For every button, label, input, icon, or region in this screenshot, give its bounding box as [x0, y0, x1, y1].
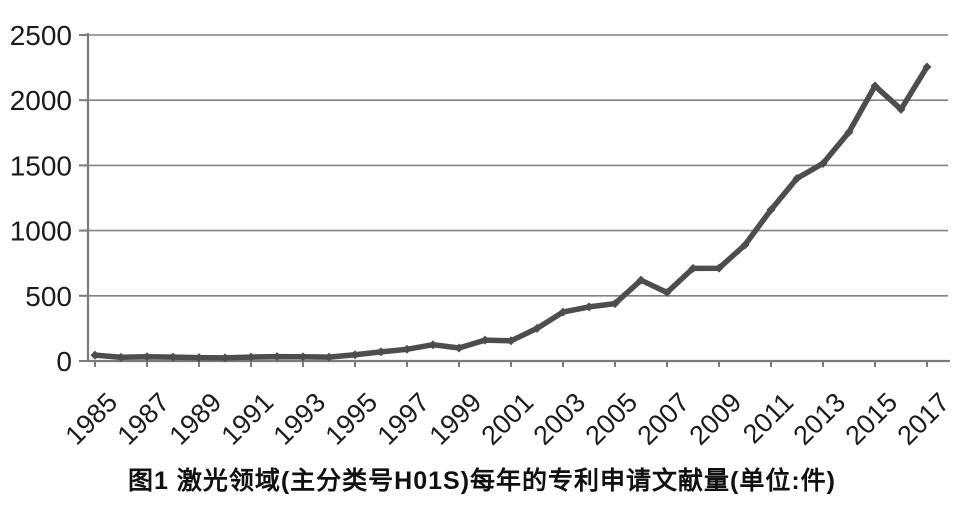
x-axis-label: 2009 — [684, 387, 748, 451]
y-axis-label: 1500 — [10, 150, 72, 181]
x-axis-label: 1993 — [268, 387, 332, 451]
data-point-marker — [246, 352, 256, 362]
data-line — [92, 64, 930, 361]
y-axis-label: 2000 — [10, 85, 72, 116]
data-point-marker — [298, 352, 308, 362]
x-axis-label: 1999 — [424, 387, 488, 451]
data-point-marker — [480, 335, 490, 345]
data-point-marker — [688, 263, 698, 273]
data-point-marker — [870, 81, 880, 91]
x-axis-label: 2003 — [528, 387, 592, 451]
data-point-marker — [792, 173, 802, 183]
patent-trend-line-chart: 0 500 1000 1500 2000 2500 19851987198919911993… — [10, 20, 956, 451]
x-axis-label: 1997 — [372, 387, 436, 451]
data-point-marker — [636, 275, 646, 285]
x-axis-label: 2011 — [737, 387, 799, 449]
data-point-marker — [376, 347, 386, 357]
data-point-marker — [818, 158, 828, 168]
y-axis-label: 500 — [25, 281, 72, 312]
data-point-marker — [402, 344, 412, 354]
data-point-marker — [142, 352, 152, 362]
data-point-marker — [454, 343, 464, 353]
data-point-marker — [272, 352, 282, 362]
data-point-marker — [90, 350, 100, 360]
data-point-marker — [610, 299, 620, 309]
y-axis-label: 1000 — [10, 216, 72, 247]
data-point-marker — [558, 307, 568, 317]
data-point-marker — [194, 353, 204, 363]
data-point-marker — [766, 205, 776, 215]
data-point-marker — [844, 127, 854, 137]
x-axis-label: 2001 — [476, 387, 540, 451]
data-point-marker — [896, 104, 906, 114]
data-point-marker — [584, 302, 594, 312]
x-axis-label: 1995 — [320, 387, 384, 451]
data-point-marker — [324, 352, 334, 362]
data-point-marker — [922, 62, 932, 72]
data-point-marker — [350, 350, 360, 360]
data-point-marker — [506, 336, 516, 346]
x-axis-label: 1989 — [164, 387, 228, 451]
x-axis-label: 2007 — [632, 387, 696, 451]
data-point-marker — [428, 340, 438, 350]
x-axis-label: 2013 — [788, 387, 852, 451]
data-point-marker — [714, 263, 724, 273]
x-axis-label: 2015 — [840, 387, 904, 451]
data-point-marker — [116, 352, 126, 362]
x-axis-label: 1985 — [60, 387, 124, 451]
x-axis-label: 1987 — [112, 387, 176, 451]
figure-caption: 图1 激光领域(主分类号H01S)每年的专利申请文献量(单位:件) — [127, 467, 836, 495]
x-axis-label: 2005 — [580, 387, 644, 451]
x-axis-label: 2017 — [892, 387, 956, 451]
data-point-marker — [662, 288, 672, 298]
data-point-marker — [532, 323, 542, 333]
data-point-marker — [168, 352, 178, 362]
data-point-marker — [220, 353, 230, 363]
x-axis-label: 1991 — [216, 387, 280, 451]
data-point-marker — [740, 240, 750, 250]
y-axis-label: 0 — [56, 346, 72, 377]
y-axis-label: 2500 — [10, 20, 72, 51]
